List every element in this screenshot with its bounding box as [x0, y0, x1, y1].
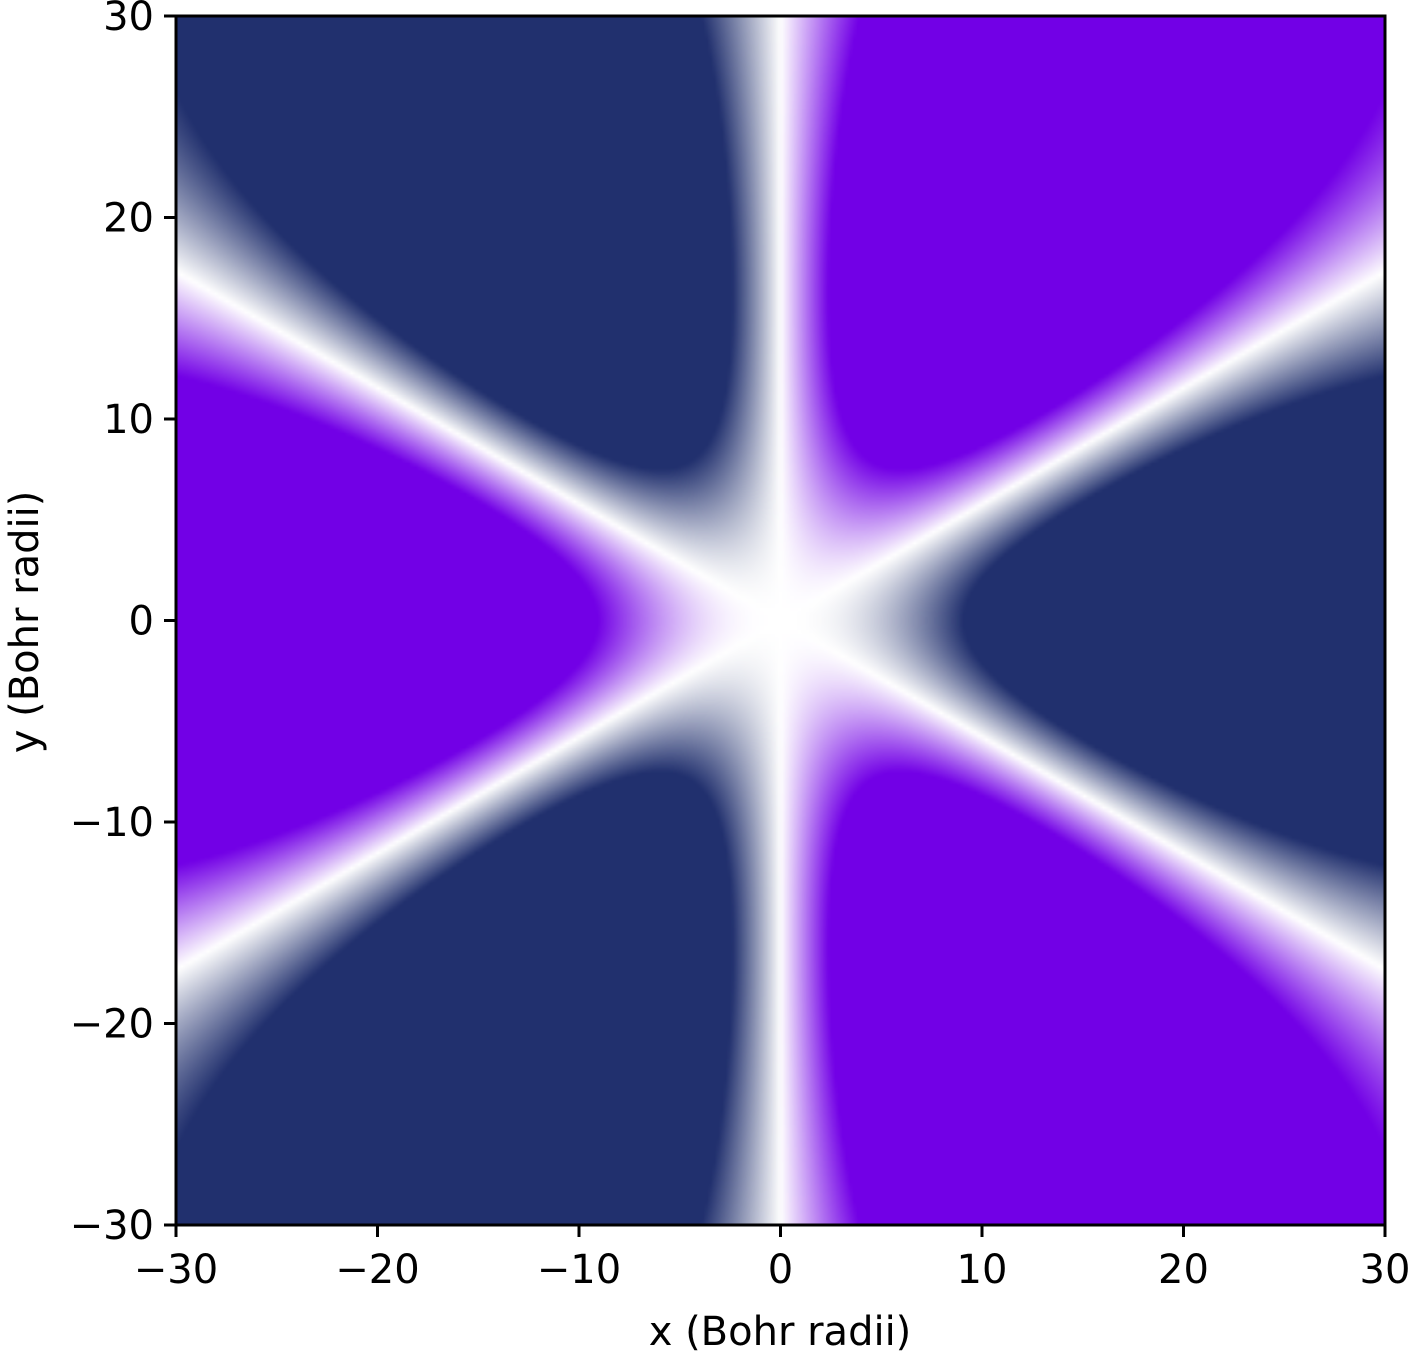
x-tick-label: 20: [1158, 1247, 1209, 1293]
y-tick-label: −30: [70, 1203, 154, 1249]
x-tick-label: 0: [768, 1247, 793, 1293]
y-tick-label: −20: [70, 1002, 154, 1048]
y-tick-label: 20: [103, 196, 154, 242]
orbital-density-map: [176, 16, 1385, 1225]
y-tick-label: −10: [70, 800, 154, 846]
x-tick-label: −10: [537, 1247, 621, 1293]
axes: −30 −20 −10 0 10 20 30 −30 −20 −10 0 10 20 30: [70, 0, 1411, 1293]
x-tick-label: 10: [957, 1247, 1008, 1293]
y-tick-label: 0: [129, 599, 154, 645]
x-tick-label: 30: [1360, 1247, 1411, 1293]
y-axis-label: y (Bohr radii): [2, 491, 48, 754]
y-tick-label: 10: [103, 397, 154, 443]
x-axis-label: x (Bohr radii): [649, 1309, 912, 1355]
x-tick-label: −30: [134, 1247, 218, 1293]
y-tick-label: 30: [103, 0, 154, 40]
density-image: [176, 16, 1385, 1225]
x-tick-label: −20: [335, 1247, 419, 1293]
